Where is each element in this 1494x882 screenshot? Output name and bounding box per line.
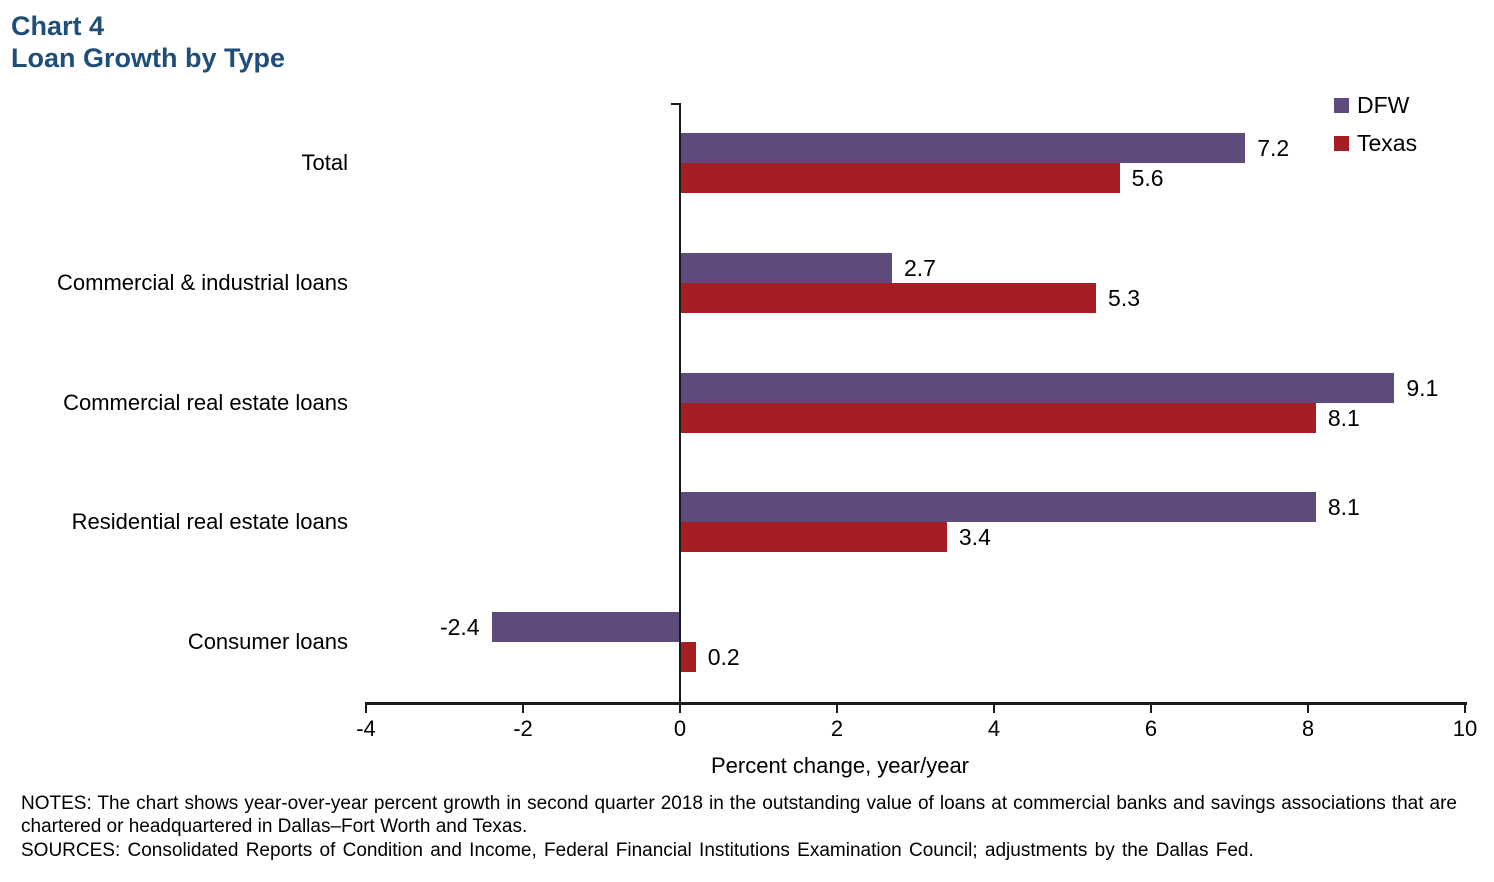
x-tick-label: 4	[987, 716, 1001, 741]
chart-title: Chart 4 Loan Growth by Type	[11, 10, 285, 74]
plot-area: 7.2 5.6 2.7 5.3 9.1 8.1 8.1 3.4 -2.4 0.2	[366, 103, 1465, 702]
x-tick-label: -4	[356, 716, 376, 741]
bar-texas	[680, 522, 947, 553]
x-axis-title: Percent change, year/year	[710, 753, 970, 778]
bar-texas	[680, 282, 1097, 313]
bar-dfw	[491, 612, 680, 643]
x-tick	[522, 702, 524, 713]
x-tick-label: 10	[1452, 716, 1478, 741]
x-tick	[836, 702, 838, 713]
value-label: -2.4	[439, 614, 480, 641]
texas-swatch-icon	[1334, 135, 1349, 151]
bar-dfw	[680, 372, 1395, 403]
legend-item-dfw: DFW	[1334, 92, 1417, 118]
value-label: 8.1	[1327, 494, 1360, 521]
x-axis-line	[366, 702, 1467, 705]
bar-texas	[680, 642, 696, 673]
category-label: Commercial real estate loans	[63, 389, 348, 415]
value-label: 7.2	[1257, 134, 1290, 161]
value-label: 9.1	[1406, 374, 1439, 401]
notes-block: NOTES: The chart shows year-over-year pe…	[21, 792, 1457, 862]
x-tick-label: 2	[830, 716, 844, 741]
x-tick	[1464, 702, 1466, 713]
x-tick-label: 6	[1144, 716, 1158, 741]
value-label: 5.3	[1108, 284, 1141, 311]
chart-title-line2: Loan Growth by Type	[11, 43, 286, 73]
category-label: Total	[301, 149, 348, 175]
x-tick	[993, 702, 995, 713]
bar-dfw	[680, 492, 1316, 523]
x-tick	[1150, 702, 1152, 713]
bar-dfw	[680, 252, 892, 283]
dfw-swatch-icon	[1334, 97, 1349, 113]
category-label: Residential real estate loans	[71, 509, 348, 535]
value-label: 3.4	[958, 524, 991, 551]
x-tick-label: 8	[1301, 716, 1315, 741]
chart-title-line1: Chart 4	[11, 11, 105, 41]
value-label: 5.6	[1131, 164, 1164, 191]
bar-texas	[680, 162, 1120, 193]
category-label: Consumer loans	[187, 629, 348, 655]
value-label: 0.2	[707, 644, 740, 671]
legend-label-dfw: DFW	[1357, 91, 1410, 118]
legend: DFW Texas	[1334, 92, 1417, 168]
chart-notes: NOTES: The chart shows year-over-year pe…	[21, 793, 1457, 837]
legend-label-texas: Texas	[1357, 129, 1418, 156]
y-axis-top-tick	[671, 103, 680, 105]
legend-item-texas: Texas	[1334, 130, 1417, 156]
value-label: 8.1	[1327, 404, 1360, 431]
x-tick-label: -2	[513, 716, 533, 741]
category-label: Commercial & industrial loans	[57, 269, 348, 295]
chart-sources: SOURCES: Consolidated Reports of Conditi…	[21, 840, 1254, 861]
x-tick	[365, 702, 367, 713]
value-label: 2.7	[903, 254, 936, 281]
x-tick	[1307, 702, 1309, 713]
zero-baseline	[679, 103, 681, 713]
bar-dfw	[680, 132, 1246, 163]
x-tick-label: 0	[673, 716, 687, 741]
bar-texas	[680, 402, 1316, 433]
